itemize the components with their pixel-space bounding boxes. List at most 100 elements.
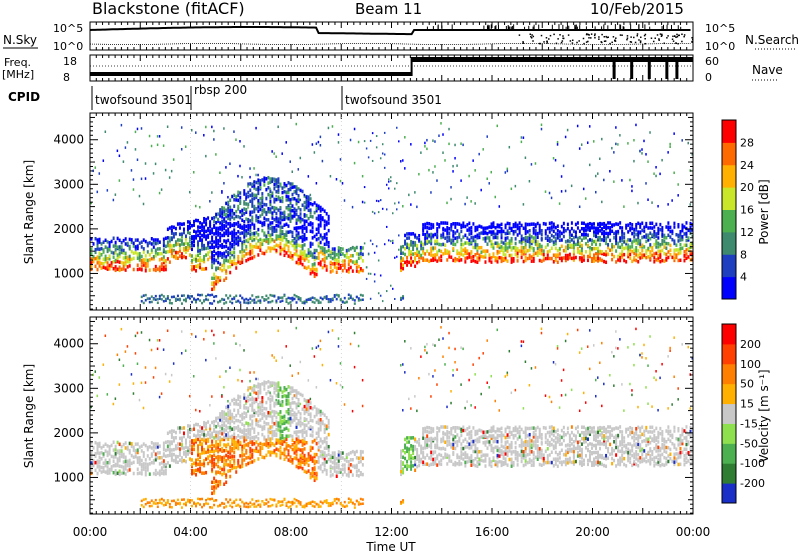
power-cell	[408, 247, 410, 251]
power-cell	[324, 209, 326, 213]
power-cell	[493, 230, 495, 234]
power-cell	[306, 226, 308, 230]
power-cell	[595, 175, 597, 178]
power-cell	[245, 239, 247, 243]
power-cell	[306, 254, 308, 258]
velocity-cell	[316, 411, 318, 415]
velocity-cell	[151, 499, 153, 502]
power-cell	[177, 298, 179, 301]
velocity-cell	[304, 506, 306, 509]
power-cell	[183, 247, 185, 251]
velocity-cell	[237, 428, 239, 432]
velocity-cell	[141, 382, 143, 385]
power-cell	[454, 243, 456, 247]
power-cell	[308, 217, 310, 221]
velocity-cell	[287, 392, 289, 396]
power-cell	[567, 223, 569, 227]
velocity-cell	[251, 436, 253, 440]
power-cell	[384, 167, 386, 169]
velocity-cell	[312, 474, 314, 478]
power-cell	[275, 195, 277, 198]
power-cell	[450, 239, 452, 243]
power-cell	[326, 265, 328, 269]
power-cell	[119, 269, 121, 273]
velocity-cell	[235, 441, 237, 445]
power-cell	[507, 246, 509, 250]
power-cell	[625, 240, 627, 244]
power-cell	[511, 246, 513, 250]
power-cell	[338, 141, 340, 144]
power-cell	[462, 253, 464, 257]
nsearch-dot	[627, 37, 629, 39]
power-cell	[633, 160, 635, 163]
velocity-cell	[219, 436, 221, 440]
velocity-cell	[203, 424, 205, 428]
power-cell	[271, 211, 273, 215]
power-cell	[655, 245, 657, 249]
power-cell	[553, 157, 555, 160]
velocity-cell	[308, 421, 310, 425]
station-title: Blackstone (fitACF)	[92, 0, 245, 18]
power-cell	[304, 250, 306, 254]
power-cell	[302, 225, 304, 229]
power-cell	[103, 240, 105, 244]
power-cell	[396, 127, 398, 129]
power-cell	[304, 201, 306, 205]
power-cell	[298, 231, 300, 235]
power-cell	[326, 242, 328, 246]
power-cell	[434, 246, 436, 250]
power-cell	[448, 231, 450, 235]
power-cell	[336, 298, 338, 301]
power-cell	[223, 231, 225, 235]
velocity-cell	[265, 381, 267, 385]
nsearch-dot	[522, 41, 524, 43]
power-cell	[503, 257, 505, 261]
velocity-cell	[269, 385, 271, 389]
power-cell	[525, 246, 527, 250]
power-cell	[179, 222, 181, 226]
power-cell	[334, 254, 336, 258]
power-cell	[243, 145, 245, 148]
velocity-cell	[241, 422, 243, 426]
power-cell	[296, 189, 298, 193]
velocity-cell	[245, 443, 247, 447]
power-cell	[249, 188, 251, 192]
power-cell	[462, 235, 464, 239]
power-cell	[302, 257, 304, 261]
velocity-cell	[247, 431, 249, 435]
power-cell	[366, 266, 368, 268]
power-cell	[452, 222, 454, 226]
power-cell	[529, 248, 531, 252]
velocity-cell	[217, 443, 219, 447]
power-cell	[287, 230, 289, 234]
power-cell	[344, 259, 346, 263]
power-cell	[316, 142, 318, 145]
power-cell	[173, 255, 175, 259]
velocity-cell	[243, 428, 245, 432]
power-cell	[304, 243, 306, 247]
power-cell	[127, 265, 129, 269]
power-cell	[271, 238, 273, 242]
power-cell	[615, 236, 617, 240]
velocity-cell	[155, 469, 157, 473]
power-cell	[239, 261, 241, 265]
power-cell	[334, 247, 336, 251]
power-cell	[436, 259, 438, 263]
velocity-cell	[277, 392, 279, 396]
power-cell	[362, 298, 364, 301]
power-cell	[503, 246, 505, 250]
power-cell	[287, 254, 289, 258]
velocity-cell	[161, 466, 163, 470]
power-cell	[249, 211, 251, 215]
velocity-cell	[237, 409, 239, 413]
power-cell	[159, 247, 161, 251]
power-cell	[567, 254, 569, 258]
power-cell	[663, 259, 665, 263]
power-cell	[265, 177, 267, 181]
velocity-cell	[314, 405, 316, 409]
power-cell	[157, 267, 159, 271]
power-cell	[380, 157, 382, 159]
power-cell	[342, 264, 344, 268]
velocity-cell	[201, 438, 203, 442]
power-cell	[581, 233, 583, 237]
